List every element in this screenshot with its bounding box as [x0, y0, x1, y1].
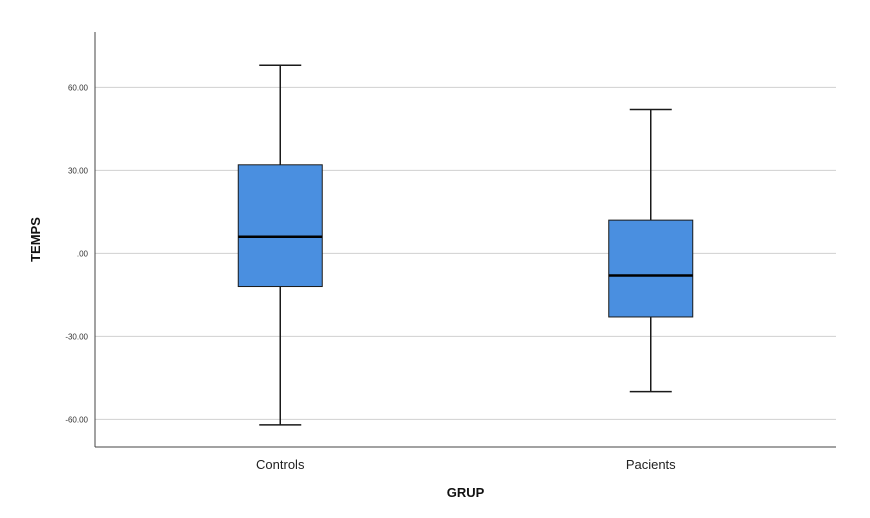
y-axis-title: TEMPS: [28, 217, 43, 262]
y-tick-label: 30.00: [68, 166, 89, 175]
y-tick-labels: 60.00 30.00 .00 -30.00 -60.00: [65, 83, 88, 424]
box-pacients: [608, 108, 694, 393]
box-series: [237, 64, 694, 426]
x-category-label: Controls: [256, 457, 305, 472]
iqr-box: [608, 219, 694, 318]
x-category-labels: Controls Pacients: [256, 457, 676, 472]
y-tick-label: .00: [77, 249, 89, 258]
box-controls: [237, 64, 323, 426]
x-axis-title: GRUP: [447, 485, 485, 500]
y-tick-label: -30.00: [65, 332, 88, 341]
y-tick-label: 60.00: [68, 83, 89, 92]
x-category-label: Pacients: [626, 457, 676, 472]
grid-lines: [95, 86, 836, 420]
y-tick-label: -60.00: [65, 415, 88, 424]
iqr-box: [237, 164, 323, 288]
